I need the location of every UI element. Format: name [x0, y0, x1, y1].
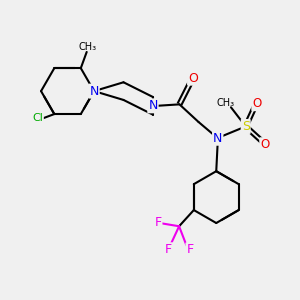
Text: CH₃: CH₃	[78, 42, 96, 52]
Text: S: S	[242, 120, 250, 133]
Text: N: N	[213, 132, 222, 145]
Text: O: O	[260, 138, 269, 151]
Text: N: N	[148, 99, 158, 112]
Text: Cl: Cl	[32, 113, 43, 124]
Text: CH₃: CH₃	[217, 98, 235, 108]
Text: F: F	[186, 243, 194, 256]
Text: F: F	[154, 216, 161, 229]
Text: N: N	[89, 85, 99, 98]
Text: O: O	[252, 97, 262, 110]
Text: F: F	[165, 243, 172, 256]
Text: O: O	[188, 72, 198, 85]
